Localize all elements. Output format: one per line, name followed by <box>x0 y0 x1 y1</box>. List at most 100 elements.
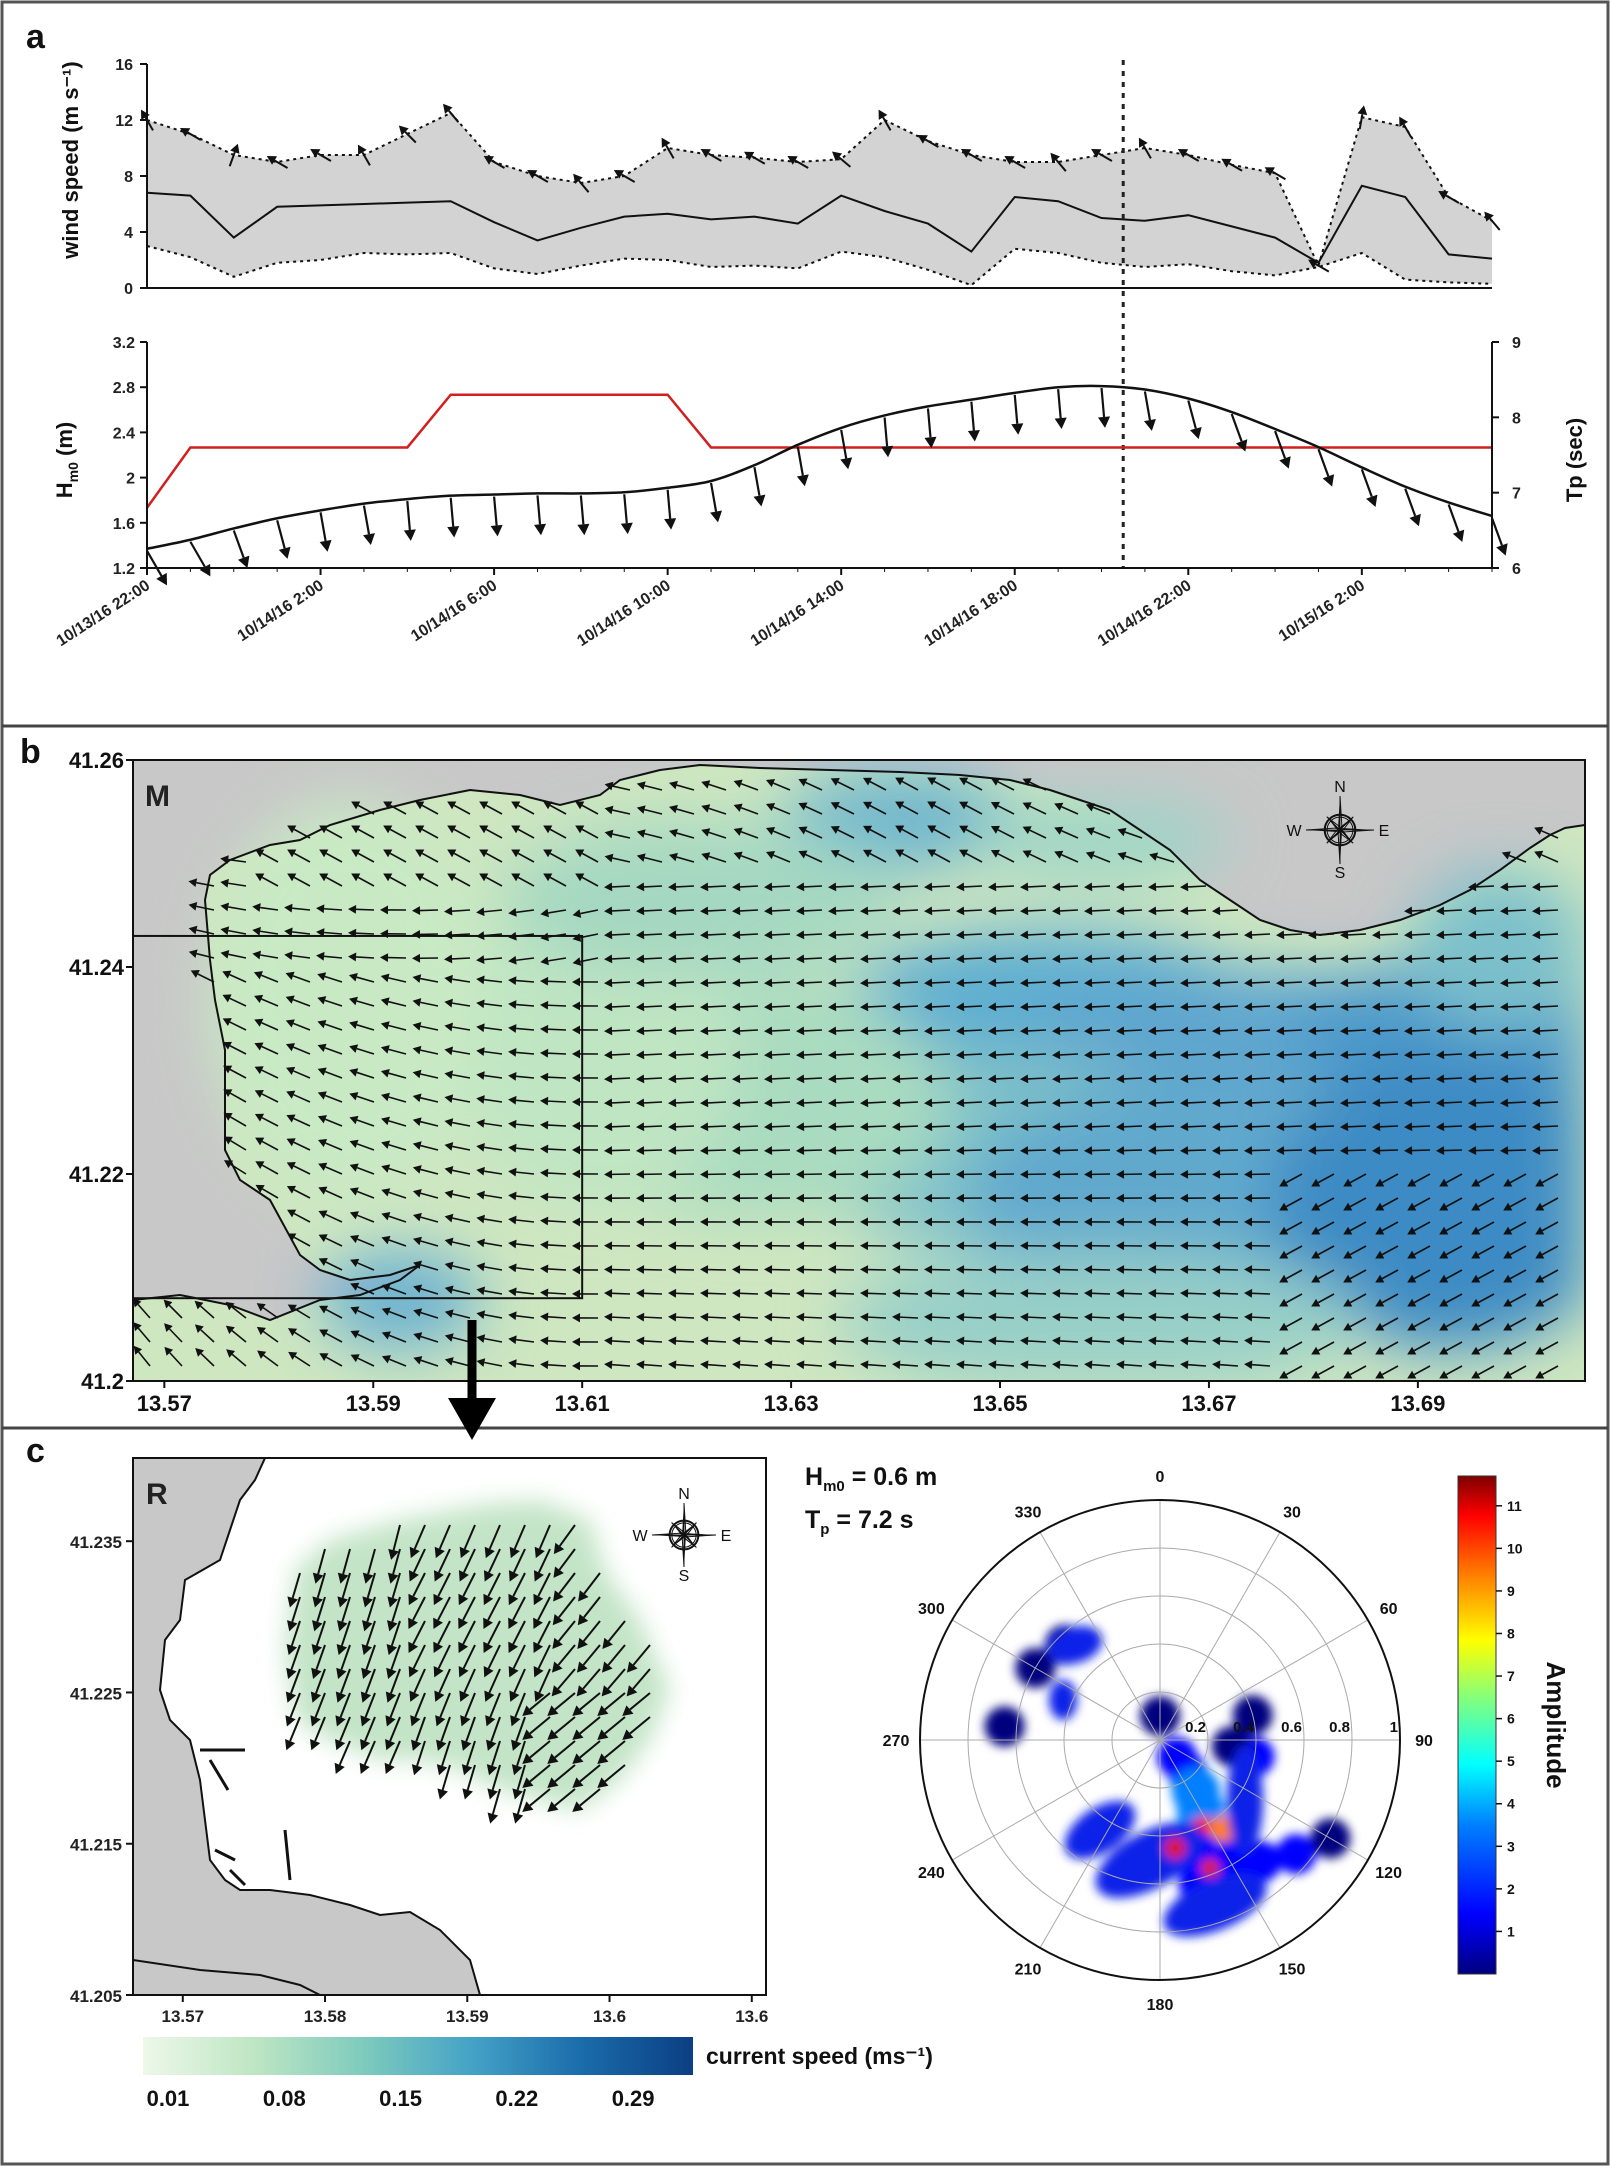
arrow-shaft <box>612 1054 630 1055</box>
tp-y-tick-label: 6 <box>1512 561 1521 578</box>
arrow-shaft <box>1540 1006 1558 1007</box>
arrow-shaft <box>1412 982 1430 983</box>
panel-label-c: c <box>26 1432 45 1470</box>
arrow-shaft <box>612 1006 630 1007</box>
arrow-shaft <box>612 934 630 935</box>
arrow-shaft <box>612 1102 630 1103</box>
arrow-shaft <box>804 1150 822 1151</box>
arrow-shaft <box>1508 1126 1526 1127</box>
arrow-shaft <box>668 490 671 519</box>
arrow-shaft <box>1476 886 1494 887</box>
arrow-shaft <box>1156 1317 1174 1318</box>
arrow-shaft <box>676 1150 694 1151</box>
arrow-shaft <box>1188 1150 1206 1151</box>
arrow-shaft <box>1188 934 1206 935</box>
arrow-shaft <box>804 886 822 887</box>
arrow-shaft <box>1252 1030 1270 1031</box>
arrow-shaft <box>804 1078 822 1079</box>
arrow-shaft <box>1316 1078 1334 1079</box>
amplitude-tick-label: 8 <box>1507 1625 1515 1641</box>
wind-y-tick-label: 16 <box>115 57 133 74</box>
compass-label-e: E <box>1379 823 1390 840</box>
arrow-shaft <box>1316 1054 1334 1055</box>
wind-y-label: wind speed (m s⁻¹) <box>58 61 83 259</box>
map-x-tick-label: 13.69 <box>1390 1391 1445 1416</box>
arrow-shaft <box>1252 934 1270 935</box>
arrow-shaft <box>804 1006 822 1007</box>
arrow-shaft <box>1092 1317 1110 1318</box>
arrow-shaft <box>644 1150 662 1151</box>
speed-patch <box>1410 870 1590 1030</box>
arrow-shaft <box>932 910 950 911</box>
arrow-shaft <box>708 1030 726 1031</box>
speed-patch <box>840 1250 1360 1390</box>
arrow-shaft <box>190 542 205 567</box>
arrow-shaft <box>1156 1078 1174 1079</box>
arrow-shaft <box>836 1341 854 1342</box>
arrow-shaft <box>900 1150 918 1151</box>
arrow-shaft <box>676 934 694 935</box>
arrow-shaft <box>1540 958 1558 959</box>
arrow-shaft <box>772 1126 790 1127</box>
arrow-shaft <box>548 1101 566 1102</box>
arrow-shaft <box>1412 910 1430 911</box>
amplitude-tick-label: 10 <box>1507 1540 1523 1556</box>
arrow-shaft <box>1316 1150 1334 1151</box>
arrow-shaft <box>407 501 410 530</box>
arrow-shaft <box>676 910 694 911</box>
arrow-shaft <box>964 1126 982 1127</box>
wave-direction-arrow <box>234 530 250 568</box>
arrow-shaft <box>772 1006 790 1007</box>
wave-direction-arrow <box>491 497 503 537</box>
arrow-shaft <box>1476 934 1494 935</box>
arrow-shaft <box>1380 982 1398 983</box>
arrow-shaft <box>1188 1078 1206 1079</box>
tp-y-tick-label: 8 <box>1512 410 1521 427</box>
arrow-shaft <box>1252 1341 1270 1342</box>
arrow-shaft <box>772 1341 790 1342</box>
arrow-shaft <box>1188 1126 1206 1127</box>
arrow-shaft <box>932 982 950 983</box>
arrow-shaft <box>708 910 726 911</box>
arrow-shaft <box>798 447 803 476</box>
arrow-shaft <box>868 1006 886 1007</box>
polar-radius-label: 1 <box>1390 1719 1398 1736</box>
arrow-shaft <box>1220 910 1238 911</box>
hm0-y-tick-label: 2.8 <box>113 380 135 397</box>
arrow-shaft <box>644 982 662 983</box>
arrow-shaft <box>1252 1054 1270 1055</box>
arrow-head <box>404 529 416 540</box>
arrow-shaft <box>1156 1030 1174 1031</box>
arrow-shaft <box>1028 910 1046 911</box>
hm0-line <box>147 386 1492 549</box>
arrow-shaft <box>1380 1054 1398 1055</box>
arrow-head <box>447 526 459 537</box>
arrow-shaft <box>1028 982 1046 983</box>
arrow-shaft <box>1284 1078 1302 1079</box>
arrow-shaft <box>644 934 662 935</box>
arrow-shaft <box>1412 934 1430 935</box>
arrow-shaft <box>740 982 758 983</box>
arrow-shaft <box>868 886 886 887</box>
arrow-shaft <box>1316 1126 1334 1127</box>
arrow-shaft <box>1252 1293 1270 1294</box>
arrow-shaft <box>1348 1150 1366 1151</box>
arrow-shaft <box>676 958 694 959</box>
amplitude-tick-label: 2 <box>1507 1881 1515 1897</box>
wave-direction-arrow <box>190 542 210 577</box>
arrow-shaft <box>1540 1030 1558 1031</box>
arrow-shaft <box>1220 982 1238 983</box>
arrow-shaft <box>548 1245 566 1246</box>
arrow-shaft <box>1092 1078 1110 1079</box>
arrow-shaft <box>964 1006 982 1007</box>
arrow-shaft <box>1476 958 1494 959</box>
arrow-head <box>1190 427 1202 439</box>
arrow-shaft <box>868 1102 886 1103</box>
arrow-shaft <box>1508 1006 1526 1007</box>
arrow-shaft <box>676 1054 694 1055</box>
arrow-shaft <box>1092 1126 1110 1127</box>
arrow-shaft <box>740 1030 758 1031</box>
arrow-shaft <box>868 1317 886 1318</box>
arrow-shaft <box>1028 1102 1046 1103</box>
